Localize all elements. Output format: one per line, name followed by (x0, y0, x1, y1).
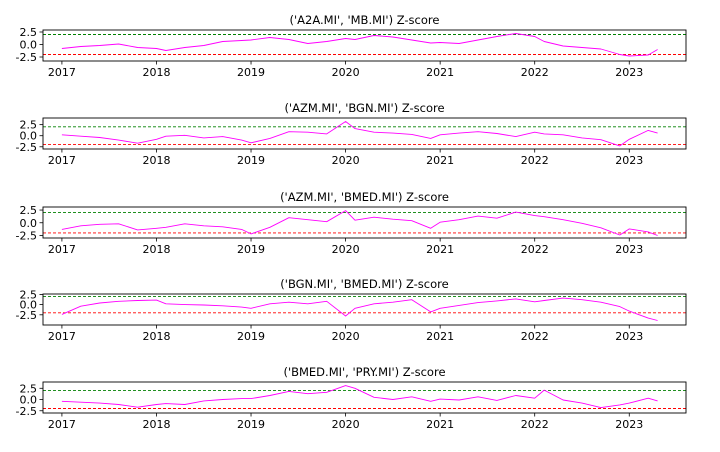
x-tick-label: 2019 (237, 418, 265, 431)
x-tick-label: 2019 (237, 66, 265, 79)
x-tick-label: 2020 (332, 330, 360, 343)
y-tick-label: 0.0 (20, 39, 38, 52)
x-tick-label: 2019 (237, 243, 265, 256)
subplot-1: ('A2A.MI', 'MB.MI') Z-score 2.50.0-2.5 201… (16, 13, 687, 79)
subplot-title: ('BMED.MI', 'PRY.MI') Z-score (283, 365, 445, 379)
x-tick-label: 2020 (332, 154, 360, 167)
x-tick-label: 2022 (521, 66, 549, 79)
x-tick-label: 2019 (237, 154, 265, 167)
x-tick-label: 2018 (142, 154, 170, 167)
zscore-line (61, 297, 658, 321)
y-tick-label: -2.5 (16, 141, 37, 154)
x-tick-label: 2023 (615, 330, 643, 343)
x-tick-label: 2017 (48, 330, 76, 343)
y-tick-label: 0.0 (20, 394, 38, 407)
x-tick-label: 2017 (48, 154, 76, 167)
x-tick-label: 2021 (426, 418, 454, 431)
y-tick-label: -2.5 (16, 51, 37, 64)
zscore-line (61, 210, 658, 236)
y-tick-label: 2.5 (20, 26, 38, 39)
axes-frame (42, 29, 687, 62)
axes-frame (42, 293, 687, 326)
y-tick-label: 2.5 (20, 119, 38, 132)
subplot-3: ('AZM.MI', 'BMED.MI') Z-score 2.50.0-2.5 2… (16, 190, 687, 256)
axes-frame (42, 117, 687, 150)
x-tick-label: 2018 (142, 330, 170, 343)
x-tick-label: 2018 (142, 66, 170, 79)
x-tick-label: 2019 (237, 330, 265, 343)
subplot-title: ('A2A.MI', 'MB.MI') Z-score (290, 13, 440, 27)
subplot-title: ('BGN.MI', 'BMED.MI') Z-score (280, 277, 448, 291)
x-tick-label: 2021 (426, 66, 454, 79)
x-tick-label: 2022 (521, 154, 549, 167)
x-tick-label: 2018 (142, 243, 170, 256)
x-tick-label: 2017 (48, 418, 76, 431)
x-tick-label: 2020 (332, 243, 360, 256)
subplot-5: ('BMED.MI', 'PRY.MI') Z-score 2.50.0-2.5 2… (16, 365, 687, 431)
y-tick-label: 0.0 (20, 130, 38, 143)
x-tick-label: 2021 (426, 154, 454, 167)
y-tick-label: 2.5 (20, 204, 38, 217)
x-tick-label: 2018 (142, 418, 170, 431)
zscore-line (61, 33, 658, 57)
x-tick-label: 2023 (615, 243, 643, 256)
y-tick-label: 0.0 (20, 299, 38, 312)
x-tick-label: 2022 (521, 243, 549, 256)
subplot-2: ('AZM.MI', 'BGN.MI') Z-score 2.50.0-2.5 20… (16, 101, 687, 167)
y-tick-label: -2.5 (16, 309, 37, 322)
axes-frame (42, 381, 687, 414)
y-tick-label: -2.5 (16, 229, 37, 242)
y-tick-label: 0.0 (20, 217, 38, 230)
x-tick-label: 2023 (615, 154, 643, 167)
x-tick-label: 2021 (426, 243, 454, 256)
x-tick-label: 2020 (332, 418, 360, 431)
subplot-title: ('AZM.MI', 'BMED.MI') Z-score (280, 190, 449, 204)
subplot-title: ('AZM.MI', 'BGN.MI') Z-score (284, 101, 444, 115)
y-tick-label: -2.5 (16, 405, 37, 418)
zscore-line (61, 385, 658, 409)
x-tick-label: 2020 (332, 66, 360, 79)
x-tick-label: 2022 (521, 330, 549, 343)
x-tick-label: 2021 (426, 330, 454, 343)
subplot-4: ('BGN.MI', 'BMED.MI') Z-score 2.50.0-2.5 2… (16, 277, 687, 343)
y-tick-label: 2.5 (20, 382, 38, 395)
x-tick-label: 2017 (48, 66, 76, 79)
x-tick-label: 2017 (48, 243, 76, 256)
zscore-line (61, 121, 658, 147)
y-tick-label: 2.5 (20, 288, 38, 301)
x-tick-label: 2023 (615, 66, 643, 79)
x-tick-label: 2022 (521, 418, 549, 431)
x-tick-label: 2023 (615, 418, 643, 431)
